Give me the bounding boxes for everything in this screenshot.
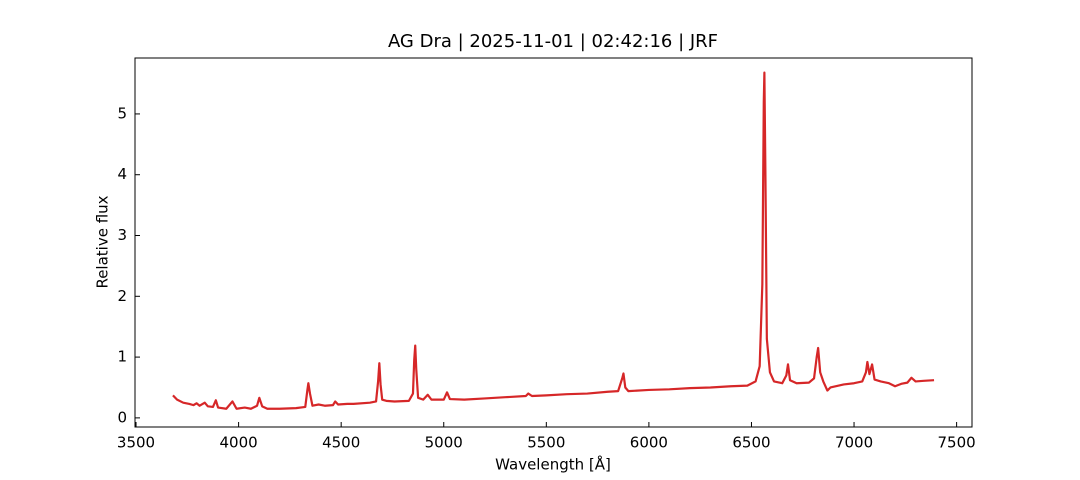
x-tick-label: 7000 [835,434,873,452]
spectrum-line [172,71,935,410]
x-tick-label: 4500 [322,434,360,452]
x-tick-label: 6000 [630,434,668,452]
y-tick-label: 2 [117,287,127,305]
y-tick-label: 0 [117,408,127,426]
x-tick-label: 7500 [938,434,976,452]
y-tick-label: 1 [117,348,127,366]
x-tick-label: 4000 [220,434,258,452]
x-axis-label: Wavelength [Å] [495,455,611,474]
y-tick-label: 5 [117,104,127,122]
y-tick-label: 4 [117,165,127,183]
x-tick-label: 5000 [425,434,463,452]
y-axis-label: Relative flux [94,195,112,288]
plot-frame [134,57,973,428]
y-tick-label: 3 [117,226,127,244]
x-tick-label: 5500 [527,434,565,452]
chart-title: AG Dra | 2025-11-01 | 02:42:16 | JRF [388,31,718,52]
x-tick-label: 6500 [732,434,770,452]
x-tick-label: 3500 [117,434,155,452]
